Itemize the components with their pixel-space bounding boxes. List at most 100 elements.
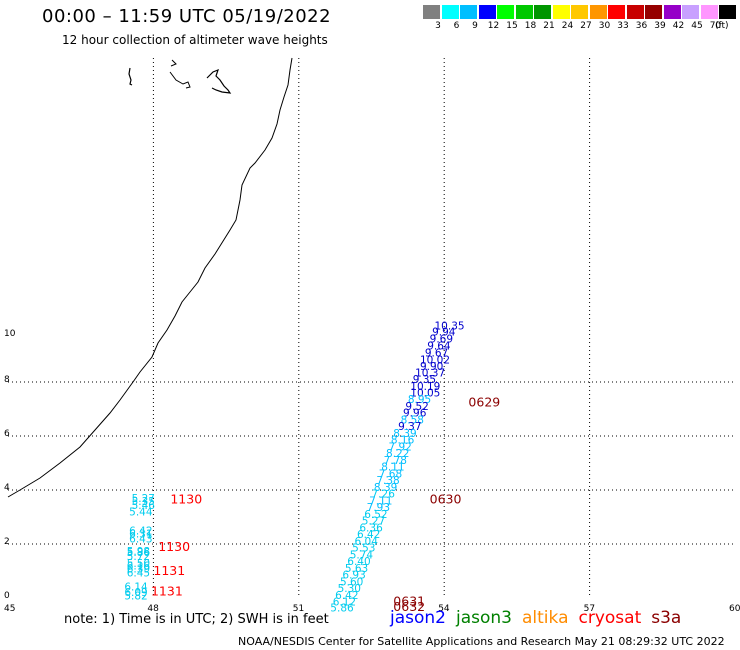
satellite-name: cryosat <box>578 608 642 628</box>
island-1 <box>128 67 133 86</box>
wave-height-value: 10.35 <box>435 320 465 332</box>
wave-height-value: 7.68 <box>379 468 402 480</box>
wave-height-value: 5.46 <box>132 500 156 512</box>
legend-swatch <box>608 5 625 19</box>
wave-height-value: 9.35 <box>413 374 436 386</box>
legend-swatch <box>515 5 533 19</box>
y-tick-label: 2 <box>4 537 10 547</box>
pass-time-label: 0632 <box>393 599 425 614</box>
wave-height-value: 9.96 <box>403 408 427 420</box>
wave-height-value: 7.38 <box>376 475 399 487</box>
island-3 <box>169 71 191 89</box>
wave-height-value: 8.58 <box>401 414 424 426</box>
x-tick-label: 60 <box>729 604 740 614</box>
wave-height-value: 5.63 <box>345 563 368 575</box>
wave-height-value: 5.53 <box>352 543 375 555</box>
legend-swatch <box>663 5 681 19</box>
wave-height-value: 7.93 <box>367 502 390 514</box>
island-4 <box>206 68 232 94</box>
legend-value: 15 <box>506 21 518 31</box>
legend-swatch <box>534 5 551 19</box>
legend-swatch <box>552 5 570 19</box>
wave-height-value: 9.90 <box>420 361 443 373</box>
wave-height-value: 8.16 <box>391 435 415 447</box>
legend-swatch <box>460 5 477 19</box>
wave-height-value: 9.67 <box>425 347 448 359</box>
x-tick-label: 57 <box>584 604 595 614</box>
wave-height-value: 9.94 <box>432 327 456 339</box>
wave-height-value: 6.42 <box>357 529 380 541</box>
wave-height-value: 5.74 <box>350 549 374 561</box>
x-tick-label: 51 <box>293 604 304 614</box>
legend-value: 6 <box>453 21 460 31</box>
note-text: note: 1) Time is in UTC; 2) SWH is in fe… <box>64 612 329 627</box>
wave-height-value: 6.36 <box>359 522 383 534</box>
legend-swatch <box>700 5 718 19</box>
coastline-line <box>7 57 293 498</box>
legend-value: 9 <box>472 21 478 31</box>
wave-height-value: 9.52 <box>405 401 428 413</box>
wave-height-value: 10.02 <box>420 355 450 367</box>
page-subtitle: 12 hour collection of altimeter wave hei… <box>62 33 328 47</box>
wave-height-value: 7.92 <box>388 441 411 453</box>
wave-height-value: 9.37 <box>398 421 421 433</box>
wave-height-value: 6.52 <box>364 509 387 521</box>
wave-height-value: 6.42 <box>129 526 152 538</box>
legend-value: 24 <box>561 21 574 31</box>
legend-swatch <box>682 5 699 19</box>
satellite-name: altika <box>522 608 569 628</box>
satellite-name: s3a <box>651 608 682 628</box>
wave-height-value: 10.05 <box>410 387 440 399</box>
wave-height-legend: 3 6 9 12 15 18 21 24 27 30 33 36 39 42 45 70 (ft) <box>0 0 740 40</box>
legend-value: 30 <box>598 21 611 31</box>
pass-time-label: 1131 <box>151 583 183 598</box>
wave-height-value: 5.30 <box>338 583 361 595</box>
pass-time-label: 0630 <box>430 492 462 507</box>
legend-swatch <box>589 5 607 19</box>
wave-height-value: 9.64 <box>427 341 451 353</box>
island-2 <box>170 59 177 67</box>
page-title: 00:00 – 11:59 UTC 05/19/2022 <box>42 6 332 27</box>
wave-height-value: 9.69 <box>430 333 453 345</box>
wave-height-value: 6.09 <box>124 587 147 599</box>
wave-height-value: 6.40 <box>347 556 370 568</box>
wave-height-value: 5.82 <box>124 590 147 602</box>
legend-swatch <box>497 5 514 19</box>
coastline <box>7 57 293 498</box>
wave-height-value: 8.39 <box>393 428 416 440</box>
legend-value: 27 <box>580 21 592 31</box>
satellite-legend: jason2 jason3 altika cryosat s3a <box>390 608 691 628</box>
wave-height-value: 5.60 <box>340 576 363 588</box>
legend-value: 36 <box>635 21 648 31</box>
x-tick-label: 48 <box>147 604 159 614</box>
legend-value: 3 <box>435 21 441 31</box>
wave-height-value: 6.16 <box>127 561 151 573</box>
wave-height-value: 10.19 <box>410 381 440 393</box>
x-tick-label: 45 <box>4 604 15 614</box>
legend-swatch <box>719 5 736 19</box>
legend-unit: (ft) <box>715 21 729 31</box>
x-tick-label: 54 <box>438 604 450 614</box>
wave-height-value: 6.12 <box>333 597 356 609</box>
wave-height-value: 6.43 <box>129 534 152 546</box>
y-tick-label: 8 <box>4 375 10 385</box>
legend-value: 42 <box>672 21 685 31</box>
wave-height-value: 10.37 <box>415 368 445 380</box>
y-tick-label: 6 <box>4 429 10 439</box>
axis-labels: 45 48 51 54 57 60 0 2 4 6 8 10 <box>4 329 740 614</box>
legend-value: 33 <box>617 21 629 31</box>
wave-height-value: 8.11 <box>381 462 404 474</box>
legend-value: 21 <box>543 21 555 31</box>
pass-time-label: 1130 <box>158 539 190 554</box>
legend-value: 39 <box>654 21 666 31</box>
wave-height-value: 6.93 <box>342 570 365 582</box>
pass-time-label: 0629 <box>468 394 500 409</box>
wave-height-value: 6.39 <box>127 563 150 575</box>
wave-height-value: 5.44 <box>129 507 153 519</box>
wave-height-value: 8.95 <box>408 394 431 406</box>
wave-height-value: 6.04 <box>355 536 379 548</box>
legend-swatch <box>478 5 496 19</box>
wave-height-value: 6.31 <box>129 528 152 540</box>
wave-height-value: 6.45 <box>127 567 150 579</box>
